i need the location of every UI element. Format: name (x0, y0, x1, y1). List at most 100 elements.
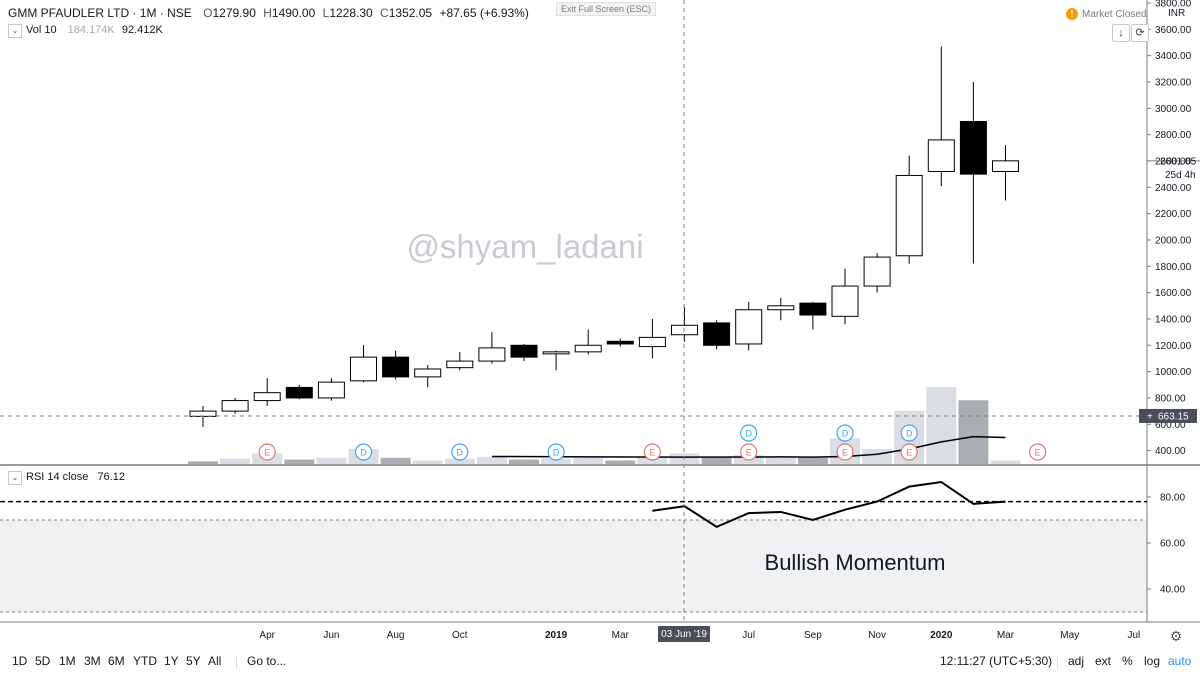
event-letter: E (906, 448, 912, 458)
crosshair-price-tag (1139, 408, 1197, 423)
crosshair-date-label: 03 Jun '19 (661, 629, 707, 640)
time-tick-label: Apr (259, 630, 275, 641)
earnings-marker (740, 443, 758, 461)
price-tick-label: 2000.00 (1155, 235, 1192, 246)
toolbar-divider-2 (1057, 655, 1058, 669)
event-letter: D (906, 429, 913, 439)
price-tick-label: 1200.00 (1155, 341, 1192, 352)
watermark-text: @shyam_ladani (406, 228, 643, 265)
price-tick-label: 2600.00 (1155, 156, 1192, 167)
price-tick-label: 2800.00 (1155, 130, 1192, 141)
timeframe-6m[interactable]: 6M (108, 654, 125, 668)
price-tick-label: 3800.00 (1155, 0, 1192, 10)
candle-body (221, 400, 249, 412)
timeframe-all[interactable]: All (208, 654, 222, 668)
high-value: 1490.00 (271, 6, 316, 20)
crosshair-price-label: 663.15 (1158, 411, 1189, 422)
dividend-marker (354, 443, 373, 461)
log-toggle[interactable]: log (1144, 654, 1161, 668)
time-tick-label: 2020 (930, 630, 953, 641)
candle-body (863, 256, 891, 287)
volume-bar (765, 457, 796, 464)
candle-body (992, 160, 1019, 173)
toolbar-divider (236, 655, 237, 669)
close-value: 1352.05 (388, 6, 433, 20)
time-tick-label: Sep (804, 630, 822, 641)
time-tick-label: Aug (387, 630, 405, 641)
candle-body (638, 336, 666, 348)
price-tick-label: 800.00 (1155, 393, 1186, 404)
timeframe-1d[interactable]: 1D (12, 654, 28, 668)
event-letter: D (553, 448, 560, 458)
timeframe-1m[interactable]: 1M (59, 654, 76, 668)
candle-body (317, 381, 345, 399)
volume-bar (380, 457, 411, 464)
timeframe-3m[interactable]: 3M (84, 654, 101, 668)
dividend-marker (451, 443, 469, 461)
market-status-text: Market Closed (1082, 9, 1147, 20)
earnings-marker (258, 443, 276, 461)
volume-bar (862, 448, 893, 464)
price-tick-label: 3200.00 (1155, 77, 1192, 88)
volume-bar (926, 387, 957, 464)
goto-button[interactable]: Go to... (247, 654, 287, 668)
rsi-tick-label: 80.00 (1160, 493, 1185, 504)
timeframe-1y[interactable]: 1Y (164, 654, 179, 668)
timeframe-5y[interactable]: 5Y (186, 654, 201, 668)
rsi-legend: ⌄ RSI 14 close 76.12 (8, 471, 125, 485)
candle-body (767, 305, 795, 311)
low-value: 1228.30 (329, 6, 373, 20)
open-value: 1279.90 (212, 6, 256, 20)
earnings-marker (1028, 443, 1047, 461)
candle-body (574, 344, 602, 353)
refresh-icon[interactable]: ⟳ (1131, 24, 1149, 42)
rsi-band-fill (0, 520, 1147, 612)
price-tick-label: 1800.00 (1155, 262, 1192, 273)
volume-bar (541, 458, 572, 464)
percent-toggle[interactable]: % (1122, 654, 1133, 668)
earnings-marker (836, 443, 854, 461)
event-letter: E (746, 448, 752, 458)
timeframe-ytd[interactable]: YTD (133, 654, 157, 668)
collapse-chevron-icon[interactable]: ⌄ (8, 24, 22, 38)
dividend-marker (547, 443, 565, 461)
ext-toggle[interactable]: ext (1095, 654, 1112, 668)
volume-bar (605, 460, 636, 464)
event-letter: D (745, 429, 752, 439)
rsi-tick-label: 60.00 (1160, 539, 1185, 550)
volume-legend: ⌄ Vol 10 184.174K 92.412K (8, 24, 163, 38)
auto-toggle[interactable]: auto (1168, 654, 1192, 668)
price-tick-label: 2400.00 (1155, 183, 1192, 194)
volume-bar (188, 461, 218, 464)
timeframe-5d[interactable]: 5D (35, 654, 51, 668)
rsi-legend-value: 76.12 (97, 471, 125, 483)
time-tick-label: 2019 (545, 630, 568, 641)
price-tick-label: 3000.00 (1155, 104, 1192, 115)
last-price-label: 2601.05 (1160, 156, 1197, 167)
volume-bar (284, 459, 315, 464)
candle-body (831, 285, 859, 317)
candle-body (446, 360, 474, 369)
candle-body (959, 120, 987, 175)
download-arrow-icon[interactable]: ↓ (1112, 24, 1130, 42)
time-tick-label: Jul (1128, 630, 1141, 641)
rsi-collapse-chevron-icon[interactable]: ⌄ (8, 471, 22, 485)
price-tick-label: 1000.00 (1155, 367, 1192, 378)
volume-bar (701, 457, 732, 464)
dividend-marker (836, 424, 854, 442)
price-tick-label: 3400.00 (1155, 51, 1192, 62)
time-tick-label: Jul (742, 630, 755, 641)
high-label: H (263, 6, 272, 20)
dividend-marker (740, 424, 758, 442)
price-tick-label: 600.00 (1155, 420, 1186, 431)
exit-fullscreen-button[interactable]: Exit Full Screen (ESC) (556, 2, 657, 16)
candle-body (414, 368, 442, 378)
earnings-marker (900, 443, 918, 461)
rsi-line (652, 481, 1006, 529)
time-tick-label: Mar (612, 630, 630, 641)
time-tick-label: Mar (997, 630, 1015, 641)
price-tick-label: 2200.00 (1155, 209, 1192, 220)
time-tick-label: May (1060, 630, 1079, 641)
adj-toggle[interactable]: adj (1068, 654, 1085, 668)
